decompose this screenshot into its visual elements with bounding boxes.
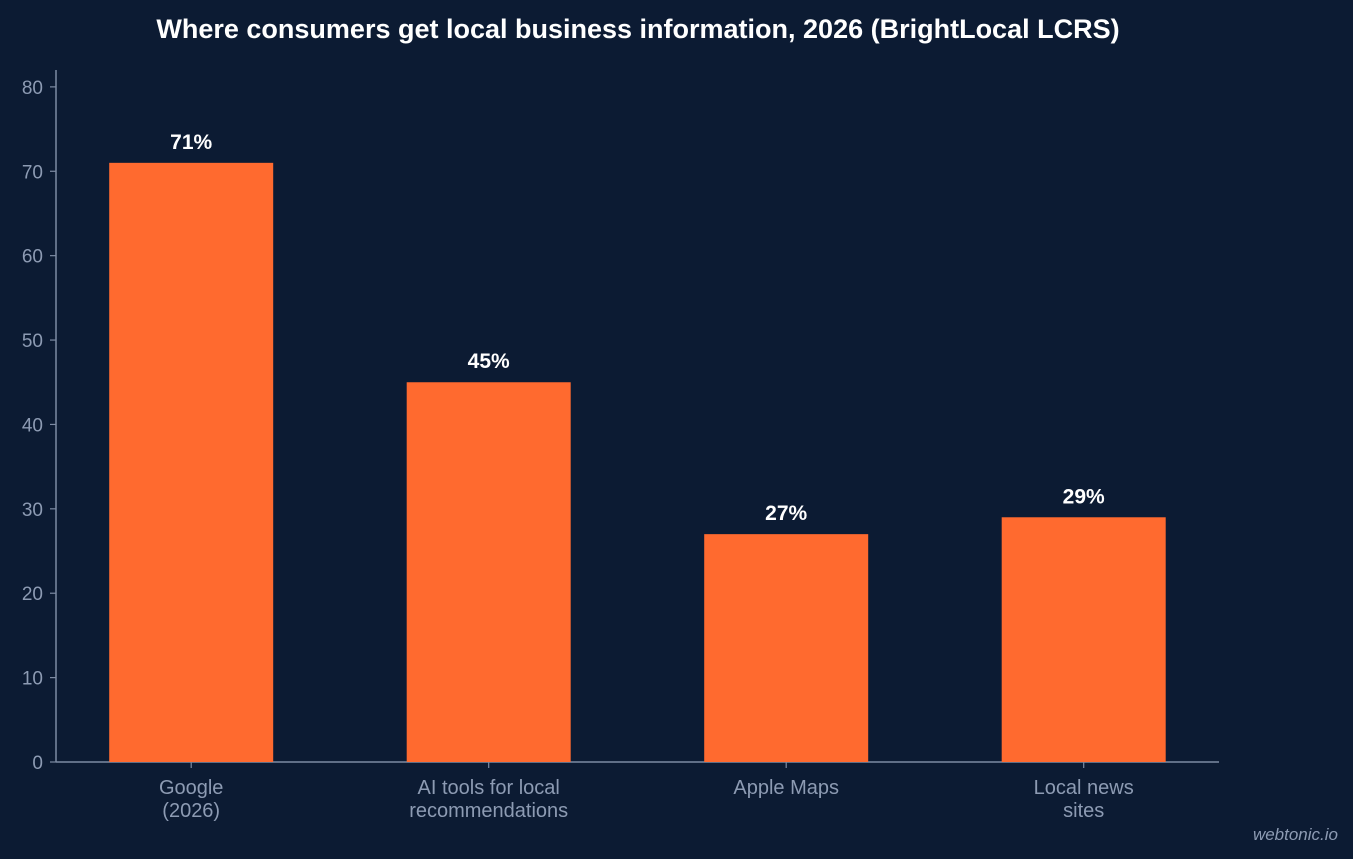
y-tick-label: 80 [22,78,43,99]
bar [406,382,571,762]
bars [109,162,1166,762]
y-tick-label: 60 [22,247,43,268]
y-tick-label: 0 [32,753,43,774]
y-axis: 0 10 20 30 40 50 60 70 80 [22,70,57,774]
bar-value-label: 71% [170,131,212,154]
bar-value-label: 45% [468,350,510,373]
data-labels: 71% 45% 27% 29% [170,131,1105,525]
y-tick-label: 40 [22,415,43,436]
x-axis: Google(2026) AI tools for localrecommenda… [56,761,1219,822]
y-tick-label: 30 [22,500,43,521]
bar [1001,517,1166,762]
y-tick-label: 50 [22,331,43,352]
y-tick-label: 70 [22,162,43,183]
x-category-label: (2026) [162,800,220,822]
chart-title: Where consumers get local business infor… [156,14,1119,44]
y-tick-label: 20 [22,584,43,605]
bar-value-label: 27% [765,502,807,525]
y-tick-label: 10 [22,669,43,690]
bar [109,162,274,762]
x-category-label: Apple Maps [733,777,839,799]
bar [704,534,869,762]
watermark: webtonic.io [1253,825,1338,844]
x-category-label: recommendations [409,800,568,822]
bar-value-label: 29% [1063,485,1105,508]
x-category-label: Google [159,777,224,799]
x-category-label: sites [1063,800,1104,822]
x-category-label: AI tools for local [418,777,560,799]
x-category-label: Local news [1034,777,1134,799]
